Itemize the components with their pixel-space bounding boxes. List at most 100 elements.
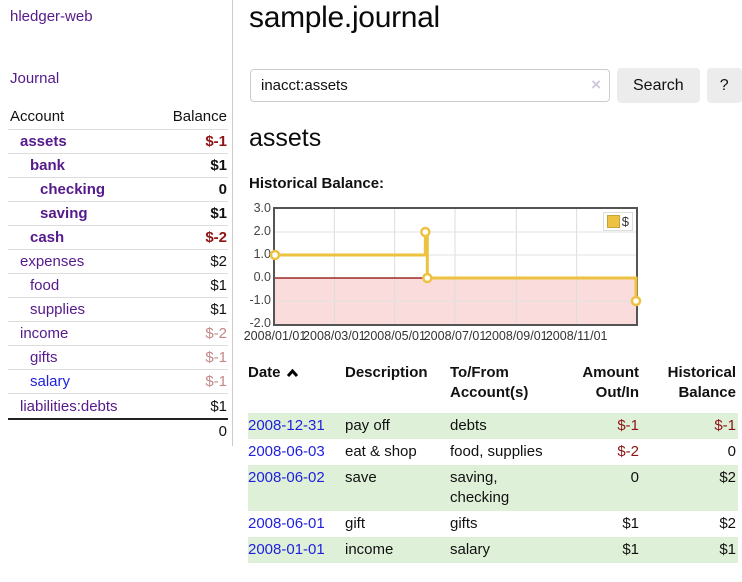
account-link-assets[interactable]: assets: [20, 133, 67, 150]
account-balance: $2: [210, 253, 227, 270]
sidebar-item-journal[interactable]: Journal: [10, 70, 60, 87]
register-row: 2008-06-01 gift gifts $1 $2: [248, 511, 738, 537]
accounts-table: Account Balance assets $-1 bank $1 check…: [8, 104, 228, 442]
legend-swatch-icon: [606, 215, 620, 228]
account-link-checking[interactable]: checking: [40, 181, 106, 198]
account-balance: $-1: [205, 349, 227, 366]
chart-legend: $: [602, 212, 633, 231]
account-link-cash[interactable]: cash: [30, 229, 65, 246]
balance-column-header: Balance: [172, 108, 227, 125]
column-header-balance: Historical Balance: [667, 364, 736, 401]
brand-link[interactable]: hledger-web: [10, 8, 93, 25]
chart-x-axis-labels: 2008/01/01 2008/03/01 2008/05/01 2008/07/01…: [243, 329, 742, 345]
account-row-salary: salary $-1: [8, 370, 228, 394]
account-balance: $1: [210, 157, 227, 174]
account-link-gifts[interactable]: gifts: [30, 349, 58, 366]
x-tick-label: 2008/09/01: [485, 329, 548, 343]
register-header-row: Date Description To/From Account(s) Amou…: [248, 361, 738, 413]
transaction-accounts: debts: [450, 417, 487, 434]
account-link-liabilities-debts[interactable]: liabilities:debts: [20, 397, 118, 415]
sort-ascending-icon: [286, 368, 298, 378]
transaction-date-link[interactable]: 2008-01-01: [248, 541, 325, 558]
chart-y-axis-labels: 3.0 2.0 1.0 0.0 -1.0 -2.0: [245, 201, 271, 350]
transaction-balance: $1: [719, 541, 736, 558]
account-link-food[interactable]: food: [30, 277, 60, 294]
transaction-date-link[interactable]: 2008-06-01: [248, 515, 325, 532]
date-header-label: Date: [248, 364, 281, 381]
account-row-saving: saving $1: [8, 202, 228, 226]
transaction-balance: $2: [719, 469, 736, 486]
transaction-accounts: food, supplies: [450, 443, 543, 460]
transaction-accounts: salary: [450, 541, 491, 558]
x-tick-label: 2008/11/01: [545, 329, 608, 343]
search-input[interactable]: [250, 69, 610, 102]
search-box: ×: [250, 69, 610, 102]
account-balance: $1: [210, 205, 227, 222]
y-tick-label: 0.0: [253, 270, 271, 284]
account-row-supplies: supplies $1: [8, 298, 228, 322]
column-header-amount: Amount Out/In: [582, 364, 639, 401]
transaction-description: income: [345, 541, 394, 558]
clear-search-icon[interactable]: ×: [591, 75, 601, 94]
account-balance: $1: [210, 277, 227, 294]
transaction-description: eat & shop: [345, 443, 417, 460]
transaction-date-link[interactable]: 2008-12-31: [248, 417, 325, 434]
transaction-amount: $-1: [617, 417, 639, 434]
account-link-expenses[interactable]: expenses: [20, 253, 85, 270]
account-row-food: food $1: [8, 274, 228, 298]
transaction-date-link[interactable]: 2008-06-02: [248, 469, 325, 486]
chart-series-svg: [269, 209, 642, 324]
transaction-amount: $1: [622, 541, 639, 558]
search-button[interactable]: Search: [617, 68, 700, 103]
accounts-total-value: 0: [218, 422, 227, 440]
column-header-description: Description: [345, 364, 428, 381]
account-balance: $1: [210, 301, 227, 318]
account-row-income: income $-2: [8, 322, 228, 346]
x-tick-label: 2008/03/01: [303, 329, 366, 343]
account-balance: $-2: [205, 229, 227, 246]
accounts-table-header: Account Balance: [8, 104, 228, 130]
legend-label: $: [621, 214, 629, 229]
transaction-accounts: gifts: [450, 515, 478, 532]
historical-balance-chart: 3.0 2.0 1.0 0.0 -1.0 -2.0 $ 2008/01/01 2008/03…: [243, 201, 742, 350]
y-tick-label: 1.0: [253, 247, 271, 261]
transaction-description: gift: [345, 515, 366, 532]
account-row-expenses: expenses $2: [8, 250, 228, 274]
account-row-liabilities-debts: liabilities:debts $1: [8, 394, 228, 418]
column-header-date[interactable]: Date: [248, 361, 345, 413]
account-row-bank: bank $1: [8, 154, 228, 178]
y-tick-label: -1.0: [249, 293, 271, 307]
account-link-bank[interactable]: bank: [30, 157, 66, 174]
y-tick-label: 3.0: [253, 201, 271, 215]
transaction-amount: $-2: [617, 443, 639, 460]
account-column-header: Account: [10, 108, 65, 125]
transaction-date-link[interactable]: 2008-06-03: [248, 443, 325, 460]
register-row: 2008-01-01 income salary $1 $1: [248, 537, 738, 563]
account-balance: $-1: [205, 133, 227, 150]
y-tick-label: 2.0: [253, 224, 271, 238]
accounts-total-row: 0: [8, 418, 228, 442]
y-tick-label: -2.0: [249, 316, 271, 330]
account-balance: $1: [210, 397, 227, 415]
help-button[interactable]: ?: [706, 68, 742, 103]
page-title: sample.journal: [249, 1, 440, 34]
transaction-balance: $-1: [714, 417, 736, 434]
account-row-cash: cash $-2: [8, 226, 228, 250]
account-link-supplies[interactable]: supplies: [30, 301, 86, 318]
x-tick-label: 2008/01/01: [243, 329, 307, 343]
transaction-balance: $2: [719, 515, 736, 532]
account-balance: $-2: [205, 325, 227, 342]
account-link-salary[interactable]: salary: [30, 373, 71, 390]
chart-label: Historical Balance:: [249, 175, 385, 192]
account-link-income[interactable]: income: [20, 325, 69, 342]
account-link-saving[interactable]: saving: [40, 205, 88, 222]
chart-plot-area: $: [269, 207, 642, 326]
transaction-balance: 0: [727, 443, 736, 460]
column-header-tofrom: To/From Account(s): [450, 364, 529, 401]
register-row: 2008-06-02 save saving, checking 0 $2: [248, 465, 738, 511]
account-row-gifts: gifts $-1: [8, 346, 228, 370]
x-tick-label: 2008/05/01: [363, 329, 426, 343]
transaction-amount: 0: [630, 469, 639, 486]
sidebar: hledger-web Journal Account Balance asse…: [0, 0, 233, 446]
transaction-description: save: [345, 469, 377, 486]
